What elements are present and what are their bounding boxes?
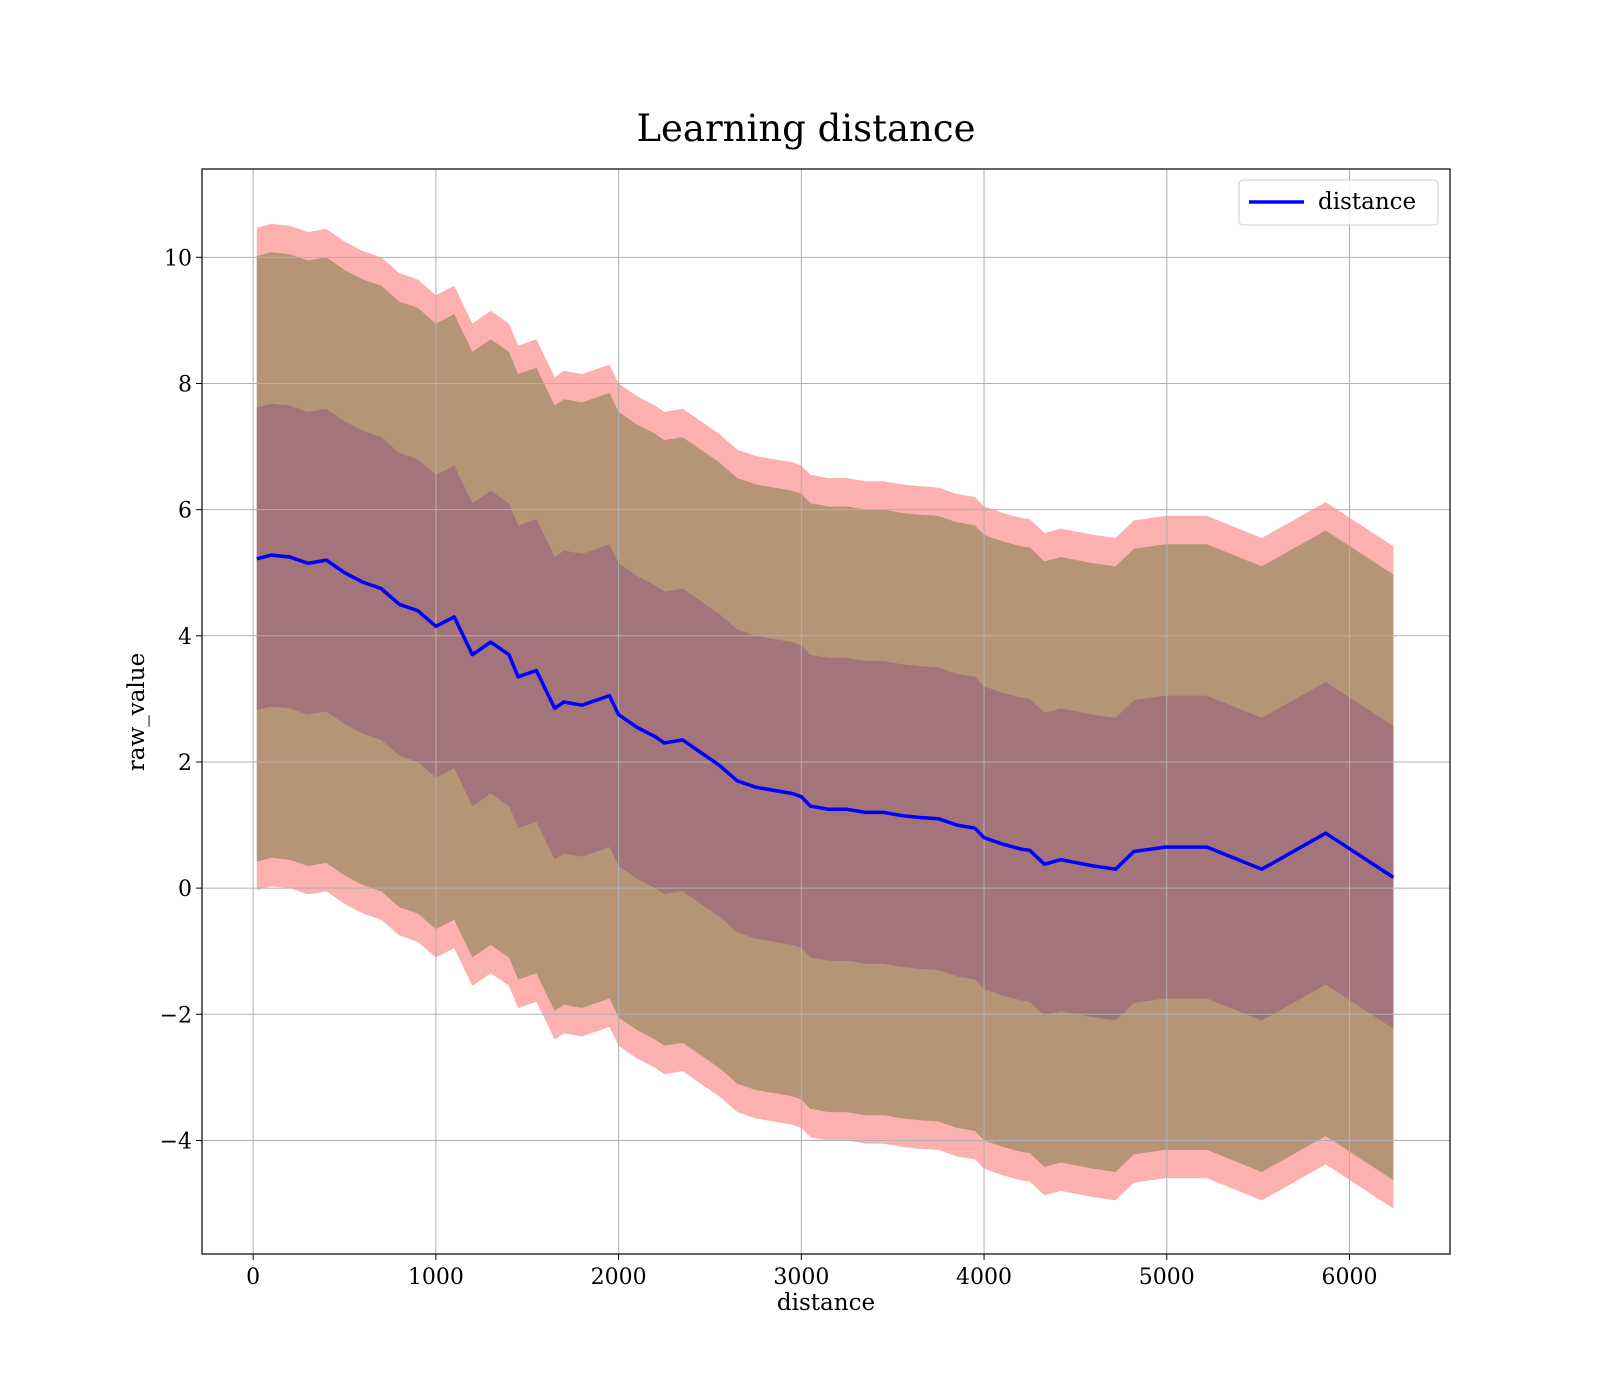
band-1sigma [256,403,1394,1029]
y-tick-label: −2 [160,1003,192,1028]
x-tick-label: 4000 [956,1265,1012,1290]
grid-lines [202,169,1450,1254]
y-tick-label: 10 [164,246,192,271]
y-tick-label: 2 [178,751,192,776]
y-axis-label: raw_value [124,653,150,771]
y-tick-label: 0 [178,877,192,902]
x-tick-label: 2000 [591,1265,647,1290]
legend-label-distance: distance [1318,189,1416,215]
plot-frame [201,168,1451,1255]
y-tick-label: 4 [178,625,192,650]
series-line-distance [256,553,1395,879]
x-tick-label: 5000 [1139,1265,1195,1290]
y-axis-ticks: −4 −2 0 2 4 6 8 10 [160,246,202,1154]
x-tick-label: 1000 [408,1265,464,1290]
x-axis-ticks: 0 1000 2000 3000 4000 5000 6000 [246,1254,1378,1290]
y-tick-label: 6 [178,499,192,524]
x-tick-label: 6000 [1322,1265,1378,1290]
legend: distance [1238,179,1439,226]
series-lines [256,553,1395,879]
chart-title: Learning distance [636,107,975,150]
y-tick-label: 8 [178,372,192,397]
x-tick-label: 3000 [773,1265,829,1290]
legend-box [1238,179,1439,226]
y-tick-label: −4 [160,1129,192,1154]
confidence-bands [256,223,1394,1209]
x-axis-label: distance [777,1290,875,1316]
x-tick-label: 0 [246,1265,260,1290]
